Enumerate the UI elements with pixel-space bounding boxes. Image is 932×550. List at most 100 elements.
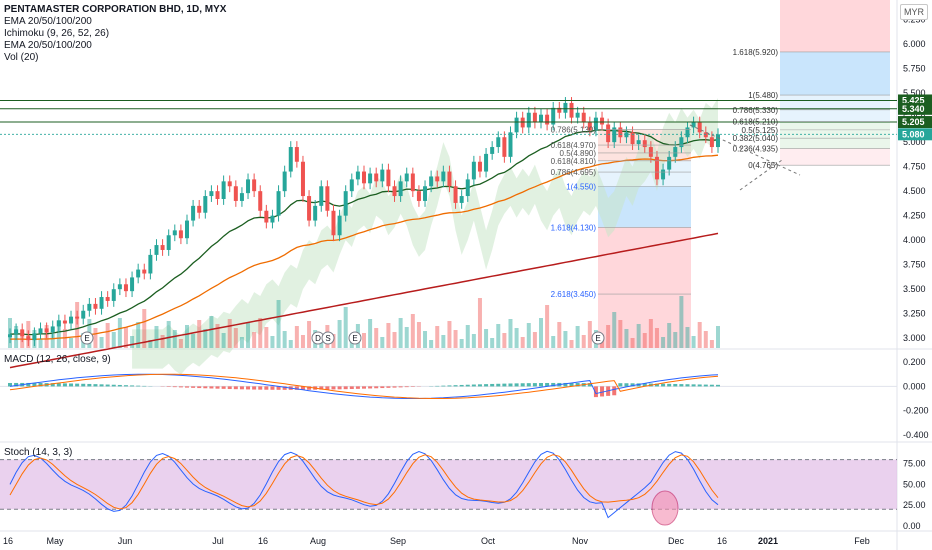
macd-histogram-bar (612, 386, 617, 396)
indicator-ichimoku[interactable]: Ichimoku (9, 26, 52, 26) (4, 28, 110, 39)
fib-right-pink-zone (780, 148, 890, 166)
candle-body (191, 205, 196, 221)
volume-bar (441, 335, 446, 348)
price-tick-label: 6.000 (903, 39, 926, 49)
candle-body (14, 329, 19, 335)
volume-bar (416, 322, 421, 348)
candle-body (252, 179, 257, 192)
candle-body (484, 153, 489, 172)
candle-body (673, 147, 678, 157)
macd-histogram-bar (569, 382, 574, 387)
fib-left-label: 2.618(3.450) (551, 290, 597, 299)
macd-histogram-bar (26, 382, 31, 387)
candle-body (569, 102, 574, 118)
volume-bar (575, 326, 580, 348)
volume-bar (630, 338, 635, 348)
volume-bar (612, 312, 617, 348)
volume-bar (642, 333, 647, 348)
volume-bar (252, 332, 257, 348)
candle-body (337, 215, 342, 236)
candle-body (56, 320, 61, 327)
macd-histogram-bar (14, 382, 19, 387)
stoch-label[interactable]: Stoch (14, 3, 3) (4, 447, 73, 458)
volume-bar (404, 327, 409, 348)
macd-histogram-bar (502, 383, 507, 387)
volume-bar (624, 329, 629, 348)
fib-right-label: 0(4.765) (748, 161, 778, 170)
macd-histogram-bar (185, 386, 189, 388)
volume-bar (703, 331, 708, 348)
currency-button[interactable]: MYR (900, 4, 928, 20)
volume-bar (270, 336, 275, 348)
macd-signal-line (9, 373, 719, 399)
fib-right-label: 1.618(5.920) (733, 48, 779, 57)
candle-body (349, 179, 354, 192)
macd-histogram-bar (600, 386, 605, 397)
indicator-ema-1[interactable]: EMA 20/50/100/200 (4, 16, 92, 27)
volume-bar (288, 340, 293, 348)
time-tick-label: 16 (258, 536, 268, 546)
macd-histogram-bar (87, 383, 92, 387)
time-tick-label: Oct (481, 536, 496, 546)
volume-bar (123, 327, 128, 348)
candle-body (81, 310, 86, 319)
fib-right-top-zone (780, 0, 890, 52)
event-marker (348, 331, 362, 345)
volume-bar (477, 298, 482, 348)
macd-histogram-bar (233, 386, 238, 390)
candle-body (233, 186, 238, 201)
candle-body (99, 297, 104, 309)
candle-body (709, 137, 714, 148)
fib-left-label: 0.618(4.970) (551, 141, 597, 150)
macd-histogram-bar (227, 386, 232, 390)
candle-body (624, 132, 629, 138)
candle-body (282, 171, 287, 192)
volume-bar (130, 336, 135, 348)
macd-histogram-bar (453, 385, 458, 387)
indicator-volume[interactable]: Vol (20) (4, 52, 39, 63)
macd-histogram-bar (56, 383, 61, 387)
volume-bar (221, 333, 226, 348)
chart-legend: PENTAMASTER CORPORATION BHD, 1D, MYX EMA… (4, 4, 226, 64)
volume-bar (526, 323, 531, 348)
macd-histogram-bar (654, 383, 659, 387)
candle-body (178, 230, 183, 239)
candle-body (514, 117, 519, 133)
fib-left-label: 0.786(5.130) (551, 125, 597, 134)
time-tick-label: Dec (668, 536, 685, 546)
fib-right-label: 0.786(5.330) (733, 106, 779, 115)
candle-body (459, 196, 464, 203)
candle-body (502, 137, 507, 157)
macd-histogram-bar (477, 384, 482, 387)
volume-bar (93, 328, 98, 348)
projection-dash-2 (689, 124, 801, 176)
macd-histogram-bar (404, 386, 409, 388)
volume-bar (166, 321, 171, 348)
fib-right-label: 0.618(5.210) (733, 118, 779, 127)
volume-bar (709, 340, 714, 348)
indicator-ema-2[interactable]: EMA 20/50/100/200 (4, 40, 92, 51)
volume-bar (111, 332, 116, 348)
macd-tick-label: 0.200 (903, 357, 926, 367)
macd-histogram-bar (508, 383, 513, 387)
candle-body (300, 161, 305, 197)
macd-histogram-bar (123, 385, 128, 387)
fib-left-label: 0.5(4.890) (560, 149, 597, 158)
price-tick-label: 5.500 (903, 88, 926, 98)
candle-body (166, 235, 171, 250)
volume-bar (368, 319, 373, 348)
macd-label[interactable]: MACD (12, 26, close, 9) (4, 354, 111, 365)
volume-bar (453, 330, 458, 348)
candle-body (587, 122, 592, 131)
candle-body (496, 137, 501, 148)
macd-histogram-bar (392, 386, 397, 388)
candle-body (685, 127, 690, 138)
volume-bar (514, 328, 519, 348)
oversold-highlight (651, 490, 679, 526)
volume-bar (398, 318, 403, 348)
volume-bar (447, 321, 452, 348)
candle-body (526, 112, 531, 128)
volume-bar (673, 332, 678, 348)
macd-histogram-bar (374, 386, 379, 389)
